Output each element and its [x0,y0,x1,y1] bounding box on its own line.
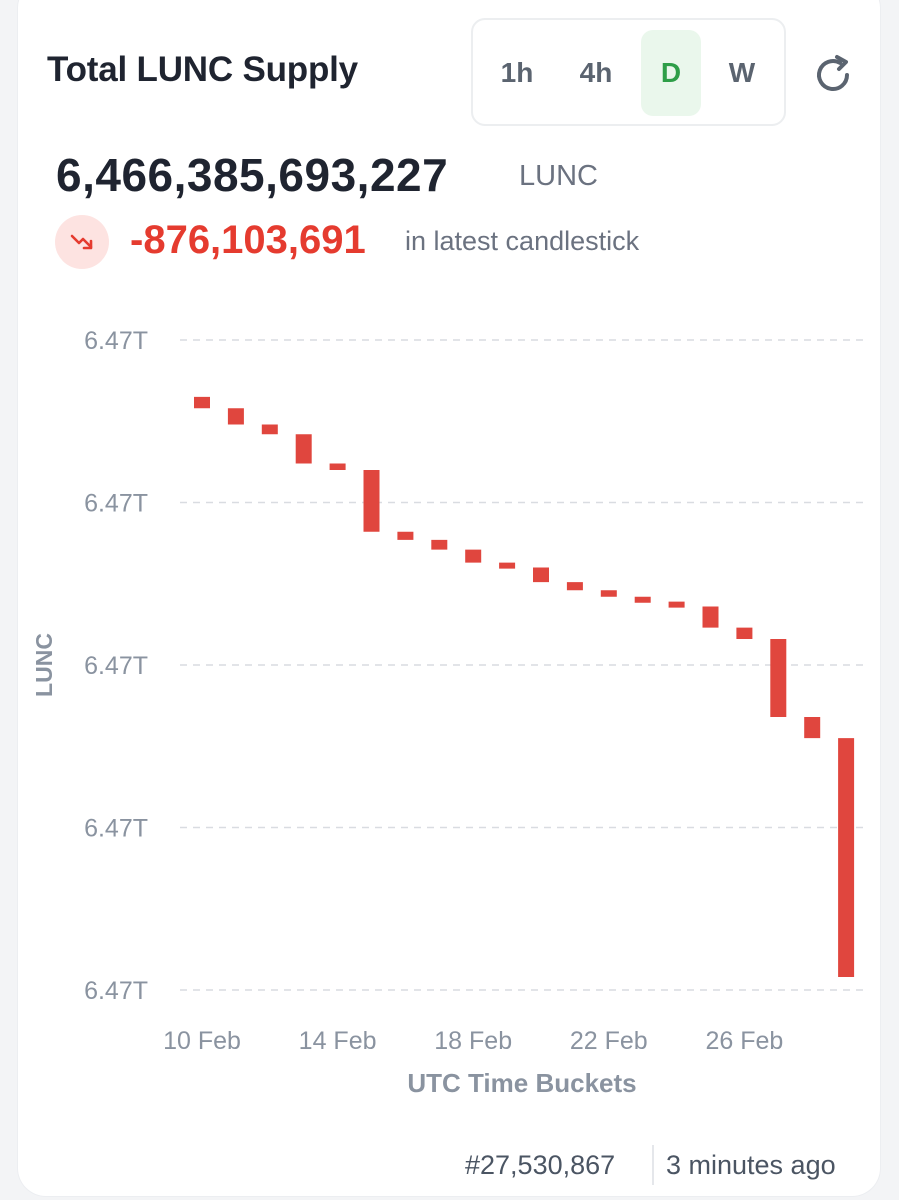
y-tick-label: 6.47T [84,815,148,843]
candle[interactable] [194,396,210,409]
x-tick-label: 22 Feb [570,1027,648,1055]
trend-down-icon [70,234,93,250]
candle[interactable] [600,590,617,597]
last-updated: 3 minutes ago [666,1150,836,1180]
supply-card [18,0,880,1196]
timeframe-4h-button[interactable]: 4h [579,57,613,88]
supply-unit: LUNC [519,160,598,192]
x-axis-ticks: 10 Feb 14 Feb 18 Feb 22 Feb 26 Feb [163,1027,783,1055]
timeframe-d-button[interactable]: D [641,30,701,116]
candle[interactable] [329,463,346,471]
candle[interactable] [465,549,482,563]
block-height: #27,530,867 [465,1150,616,1180]
x-axis-label: UTC Time Buckets [407,1068,636,1098]
total-supply-value: 6,466,385,693,227 [56,149,449,201]
timeframe-selector: 1h 4h D W [471,18,786,126]
candles [194,396,855,977]
footer-divider [652,1145,654,1185]
change-suffix: in latest candlestick [405,226,640,256]
candle[interactable] [736,627,753,639]
page-title: Total LUNC Supply [47,50,358,89]
candle[interactable] [533,567,549,583]
candle[interactable] [431,539,448,550]
candle[interactable] [634,596,651,603]
y-tick-label: 6.47T [84,490,148,518]
refresh-button[interactable] [808,50,858,100]
candle[interactable] [363,470,380,532]
candle[interactable] [702,606,719,628]
supply-candlestick-chart: 6.47T 6.47T 6.47T 6.47T 6.47T 10 Feb 14 Feb 18… [31,327,866,1098]
candle[interactable] [227,408,244,425]
candle[interactable] [261,424,278,435]
y-tick-label: 6.47T [84,327,148,355]
trend-badge [55,215,109,269]
y-axis-label: LUNC [31,633,57,697]
candle[interactable] [566,582,583,591]
grid-layer [180,339,866,991]
y-tick-label: 6.47T [84,977,148,1005]
candle[interactable] [770,639,787,717]
candle[interactable] [668,601,685,608]
timeframe-1h-button[interactable]: 1h [500,57,534,88]
x-tick-label: 10 Feb [163,1027,241,1055]
y-tick-label: 6.47T [84,652,148,680]
x-tick-label: 14 Feb [299,1027,377,1055]
x-tick-label: 26 Feb [705,1027,783,1055]
candle[interactable] [804,717,821,739]
x-tick-label: 18 Feb [434,1027,512,1055]
candle[interactable] [397,531,414,540]
timeframe-w-button[interactable]: W [728,57,756,88]
y-axis-ticks: 6.47T 6.47T 6.47T 6.47T 6.47T [84,327,148,1005]
candle[interactable] [295,434,312,464]
candle[interactable] [838,738,855,977]
refresh-icon [817,55,849,92]
change-value: -876,103,691 [130,218,366,262]
candle[interactable] [499,562,516,569]
